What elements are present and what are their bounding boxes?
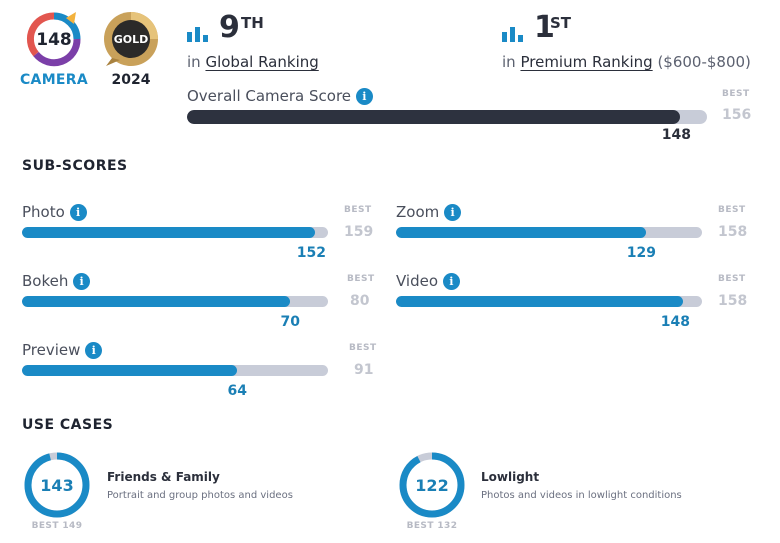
use-case-lowlight[interactable]: 122 Lowlight Photos and videos in lowlig… bbox=[397, 450, 757, 540]
premium-rank-prefix: in bbox=[502, 53, 516, 71]
best-label: BEST bbox=[344, 205, 372, 215]
premium-price-range: ($600-$800) bbox=[657, 53, 751, 71]
use-case-description: Photos and videos in lowlight conditions bbox=[481, 490, 682, 501]
camera-label: CAMERA bbox=[19, 72, 89, 88]
info-icon[interactable]: i bbox=[85, 342, 103, 359]
premium-ranking: 1 ST in Premium Ranking ($600-$800) bbox=[502, 10, 772, 74]
global-ranking: 9 TH in Global Ranking bbox=[187, 10, 437, 74]
use-case-title: Lowlight bbox=[481, 470, 540, 484]
gold-medal-icon bbox=[104, 12, 158, 66]
overall-score-bar bbox=[187, 110, 707, 124]
info-icon[interactable]: i bbox=[73, 273, 91, 290]
use-case-friends-family[interactable]: 143 Friends & Family Portrait and group … bbox=[22, 450, 362, 540]
best-label: BEST bbox=[718, 274, 746, 284]
info-icon[interactable]: i bbox=[442, 273, 460, 290]
ranking-bars-icon bbox=[502, 27, 523, 42]
best-value: 158 bbox=[718, 293, 748, 309]
subscore-bar bbox=[22, 227, 328, 238]
camera-score-badge: 148 CAMERA bbox=[14, 8, 94, 90]
award-year: 2024 bbox=[111, 72, 151, 88]
subscores-heading: SUB-SCORES bbox=[22, 158, 128, 174]
global-rank-suffix: TH bbox=[241, 14, 264, 32]
subscore-zoom: Zoom i BEST 158 129 bbox=[396, 203, 756, 265]
subscore-value: 129 bbox=[626, 245, 656, 261]
subscore-fill bbox=[396, 296, 683, 307]
overall-score-label: Overall Camera Score bbox=[187, 87, 352, 105]
subscore-video: Video i BEST 158 148 bbox=[396, 272, 756, 334]
subscore-label: Bokeh bbox=[22, 272, 69, 290]
subscore-photo: Photo i BEST 159 152 bbox=[22, 203, 382, 265]
global-ranking-link[interactable]: Global Ranking bbox=[205, 53, 319, 71]
overall-best-label: BEST bbox=[722, 89, 750, 99]
info-icon[interactable]: i bbox=[69, 204, 87, 221]
subscore-label: Video bbox=[396, 272, 439, 290]
global-rank-position: 9 bbox=[219, 10, 241, 45]
gold-badge: GOLD 2024 bbox=[98, 8, 164, 90]
subscore-fill bbox=[22, 365, 238, 376]
subscore-value: 148 bbox=[660, 314, 690, 330]
subscore-value: 70 bbox=[280, 314, 300, 330]
premium-ranking-link[interactable]: Premium Ranking bbox=[520, 53, 653, 71]
best-label: BEST bbox=[349, 343, 377, 353]
subscore-value: 64 bbox=[227, 383, 247, 399]
best-value: 80 bbox=[350, 293, 370, 309]
overall-best-value: 156 bbox=[722, 107, 752, 123]
use-case-description: Portrait and group photos and videos bbox=[107, 490, 293, 501]
overall-score-value: 148 bbox=[661, 127, 691, 143]
premium-rank-suffix: ST bbox=[550, 14, 572, 32]
subscore-label: Preview bbox=[22, 341, 81, 359]
subscore-preview: Preview i BEST 91 64 bbox=[22, 341, 382, 403]
best-value: 91 bbox=[354, 362, 374, 378]
use-case-best: BEST 132 bbox=[406, 521, 458, 531]
camera-score-value: 148 bbox=[36, 30, 72, 50]
subscore-bar bbox=[396, 296, 702, 307]
global-rank-prefix: in bbox=[187, 53, 201, 71]
subscore-bokeh: Bokeh i BEST 80 70 bbox=[22, 272, 382, 334]
use-case-ring bbox=[24, 452, 90, 518]
camera-badge-icon bbox=[26, 12, 81, 67]
subscore-value: 152 bbox=[296, 245, 326, 261]
global-rank-line: in Global Ranking bbox=[187, 53, 319, 71]
best-value: 158 bbox=[718, 224, 748, 240]
use-case-score: 122 bbox=[415, 476, 449, 495]
info-icon[interactable]: i bbox=[444, 204, 462, 221]
subscore-bar bbox=[396, 227, 702, 238]
info-icon[interactable]: i bbox=[355, 88, 373, 105]
use-case-title: Friends & Family bbox=[107, 470, 220, 484]
subscore-bar bbox=[22, 296, 328, 307]
subscore-fill bbox=[22, 296, 290, 307]
use-cases-heading: USE CASES bbox=[22, 417, 114, 433]
use-case-best: BEST 149 bbox=[31, 521, 83, 531]
subscore-label: Photo bbox=[22, 203, 65, 221]
best-value: 159 bbox=[344, 224, 374, 240]
premium-rank-position: 1 bbox=[534, 10, 556, 45]
use-case-score: 143 bbox=[40, 476, 74, 495]
best-label: BEST bbox=[718, 205, 746, 215]
overall-score-fill bbox=[187, 110, 681, 124]
use-case-ring bbox=[399, 452, 465, 518]
subscore-fill bbox=[396, 227, 646, 238]
subscore-bar bbox=[22, 365, 328, 376]
best-label: BEST bbox=[347, 274, 375, 284]
subscore-fill bbox=[22, 227, 315, 238]
ranking-bars-icon bbox=[187, 27, 208, 42]
overall-score-title: Overall Camera Score i bbox=[187, 87, 373, 105]
gold-label: GOLD bbox=[113, 33, 149, 46]
subscore-label: Zoom bbox=[396, 203, 440, 221]
premium-rank-line: in Premium Ranking ($600-$800) bbox=[502, 53, 751, 71]
